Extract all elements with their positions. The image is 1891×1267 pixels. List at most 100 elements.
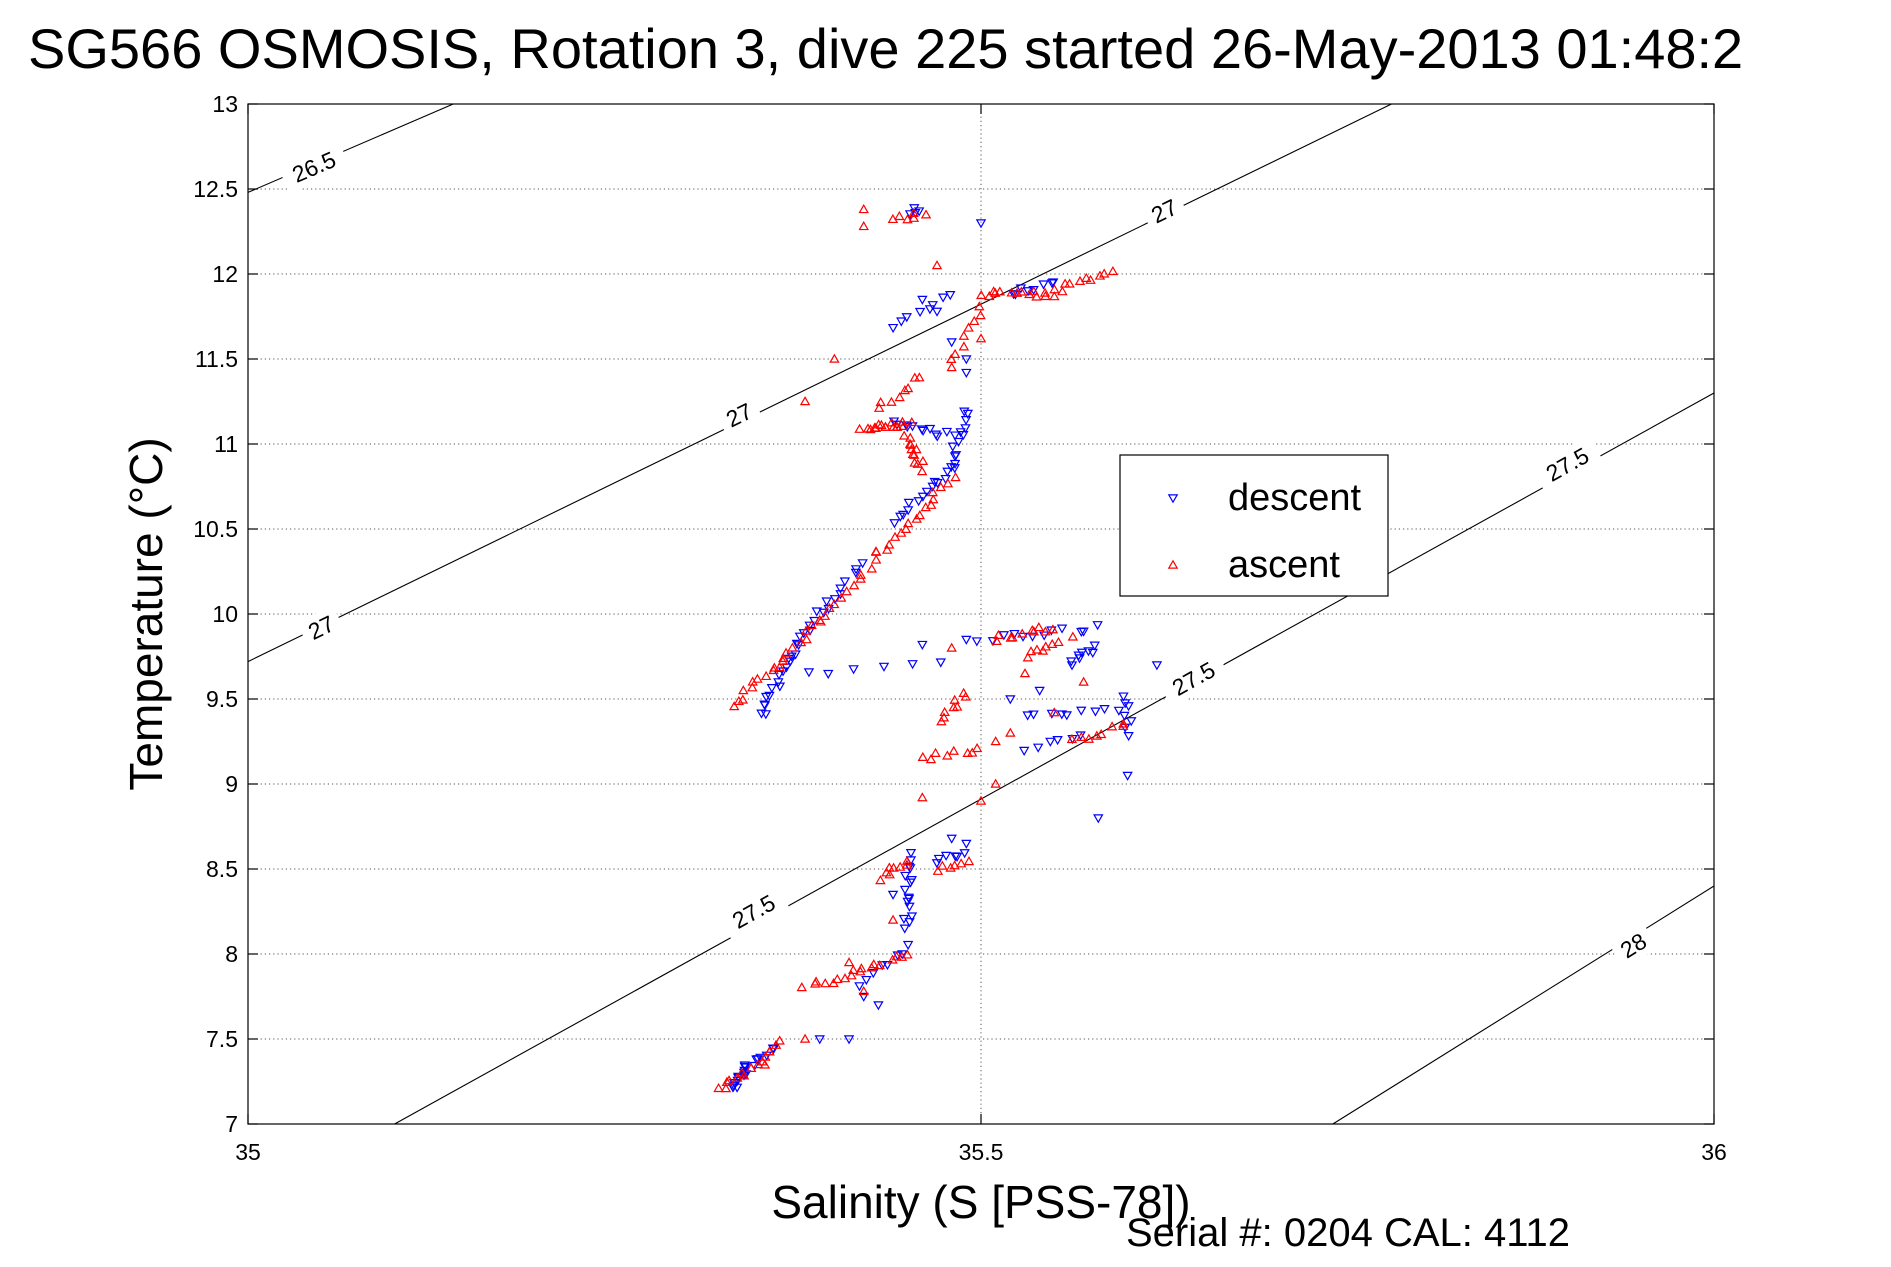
contour-label-background: [1531, 435, 1604, 494]
descent-point: [904, 918, 915, 928]
ascent-point: [900, 523, 912, 533]
descent-point: [1052, 736, 1063, 746]
descent-point: [1093, 814, 1104, 824]
ascent-point: [1107, 265, 1119, 276]
ascent-point: [898, 430, 910, 440]
descent-point: [949, 431, 961, 441]
ascent-point: [902, 214, 913, 224]
descent-point: [917, 640, 928, 651]
ascent-point: [728, 701, 740, 711]
ascent-point: [894, 861, 906, 871]
ascent-point: [769, 662, 780, 672]
descent-point: [854, 982, 865, 992]
descent-point: [850, 568, 862, 578]
descent-point: [917, 295, 928, 305]
ascent-point: [747, 682, 758, 692]
descent-point: [811, 607, 822, 617]
descent-point: [876, 961, 888, 971]
descent-point: [858, 992, 869, 1002]
ascent-point: [1005, 727, 1016, 737]
descent-point: [1005, 695, 1016, 705]
ascent-point: [778, 652, 789, 663]
descent-point: [924, 305, 936, 315]
descent-point: [941, 427, 953, 437]
y-tick-label: 9: [225, 771, 238, 797]
descent-point: [987, 637, 999, 647]
ascent-point: [1078, 676, 1089, 686]
descent-point: [766, 684, 778, 694]
descent-point: [739, 1061, 751, 1071]
ascent-point: [806, 620, 817, 630]
ascent-point: [1028, 286, 1040, 296]
descent-point: [945, 291, 956, 301]
descent-point: [907, 422, 918, 432]
ascent-point: [1081, 272, 1092, 282]
ascent-point: [810, 976, 822, 986]
descent-point: [913, 207, 925, 217]
descent-point: [921, 487, 933, 497]
descent-point: [932, 479, 943, 489]
ascent-point: [938, 712, 950, 722]
ascent-point: [914, 372, 925, 382]
descent-point: [960, 424, 971, 434]
ascent-point: [1028, 626, 1040, 636]
descent-point: [889, 519, 900, 529]
ascent-point: [873, 402, 885, 412]
descent-point: [760, 710, 772, 720]
ascent-point: [975, 289, 987, 300]
descent-point: [961, 368, 972, 379]
ascent-point: [875, 396, 886, 407]
ascent-point: [975, 310, 986, 320]
descent-point: [739, 1062, 750, 1072]
ascent-point: [911, 444, 922, 454]
ascent-point: [1025, 646, 1037, 656]
descent-point: [857, 559, 868, 569]
legend-marker-ascent: [1167, 559, 1179, 569]
ascent-point: [971, 742, 983, 753]
legend-box: [1119, 454, 1389, 597]
ascent-point: [887, 914, 899, 924]
ascent-point: [883, 539, 895, 549]
descent-point: [896, 317, 907, 327]
ascent-point: [1076, 731, 1087, 741]
ascent-point: [1031, 291, 1042, 301]
descent-point: [850, 565, 862, 575]
descent-point: [899, 924, 910, 934]
ascent-point: [902, 949, 913, 959]
descent-point: [1118, 692, 1129, 702]
ascent-point: [1040, 626, 1051, 636]
descent-point: [1076, 648, 1088, 658]
descent-point: [1034, 686, 1045, 696]
descent-point: [1066, 661, 1078, 671]
descent-point: [927, 301, 938, 311]
ascent-point: [1047, 624, 1059, 634]
chart-title: SG566 OSMOSIS, Rotation 3, dive 225 star…: [28, 17, 1743, 80]
ascent-point: [720, 1083, 732, 1093]
descent-point: [906, 912, 918, 922]
ascent-point: [876, 419, 887, 429]
data-points: [713, 203, 1163, 1093]
ascent-point: [856, 963, 867, 973]
ascent-point: [841, 586, 852, 596]
ascent-point: [974, 301, 985, 311]
x-tick-label: 36: [1701, 1139, 1727, 1165]
descent-point: [759, 700, 770, 710]
descent-point: [803, 668, 815, 678]
ascent-point: [854, 423, 865, 433]
ascent-point: [908, 212, 920, 222]
x-tick-label: 35.5: [959, 1139, 1004, 1165]
ascent-point: [1049, 291, 1060, 301]
descent-point: [896, 950, 908, 960]
descent-point: [843, 1035, 855, 1045]
ascent-point: [760, 1051, 771, 1061]
descent-point: [1038, 280, 1049, 290]
ascent-point: [799, 1033, 811, 1043]
descent-point: [814, 1035, 825, 1045]
ascent-point: [866, 563, 878, 573]
descent-point: [1089, 641, 1100, 651]
ascent-point: [906, 416, 918, 427]
ascent-point: [880, 421, 891, 431]
descent-point: [892, 951, 903, 961]
descent-point: [931, 307, 943, 317]
axis-ticks: 7 7.5 8 8.5 9 9.5 10 10.5 11 11.5 12 12.5 13 35 35.5 36: [193, 91, 1727, 1165]
